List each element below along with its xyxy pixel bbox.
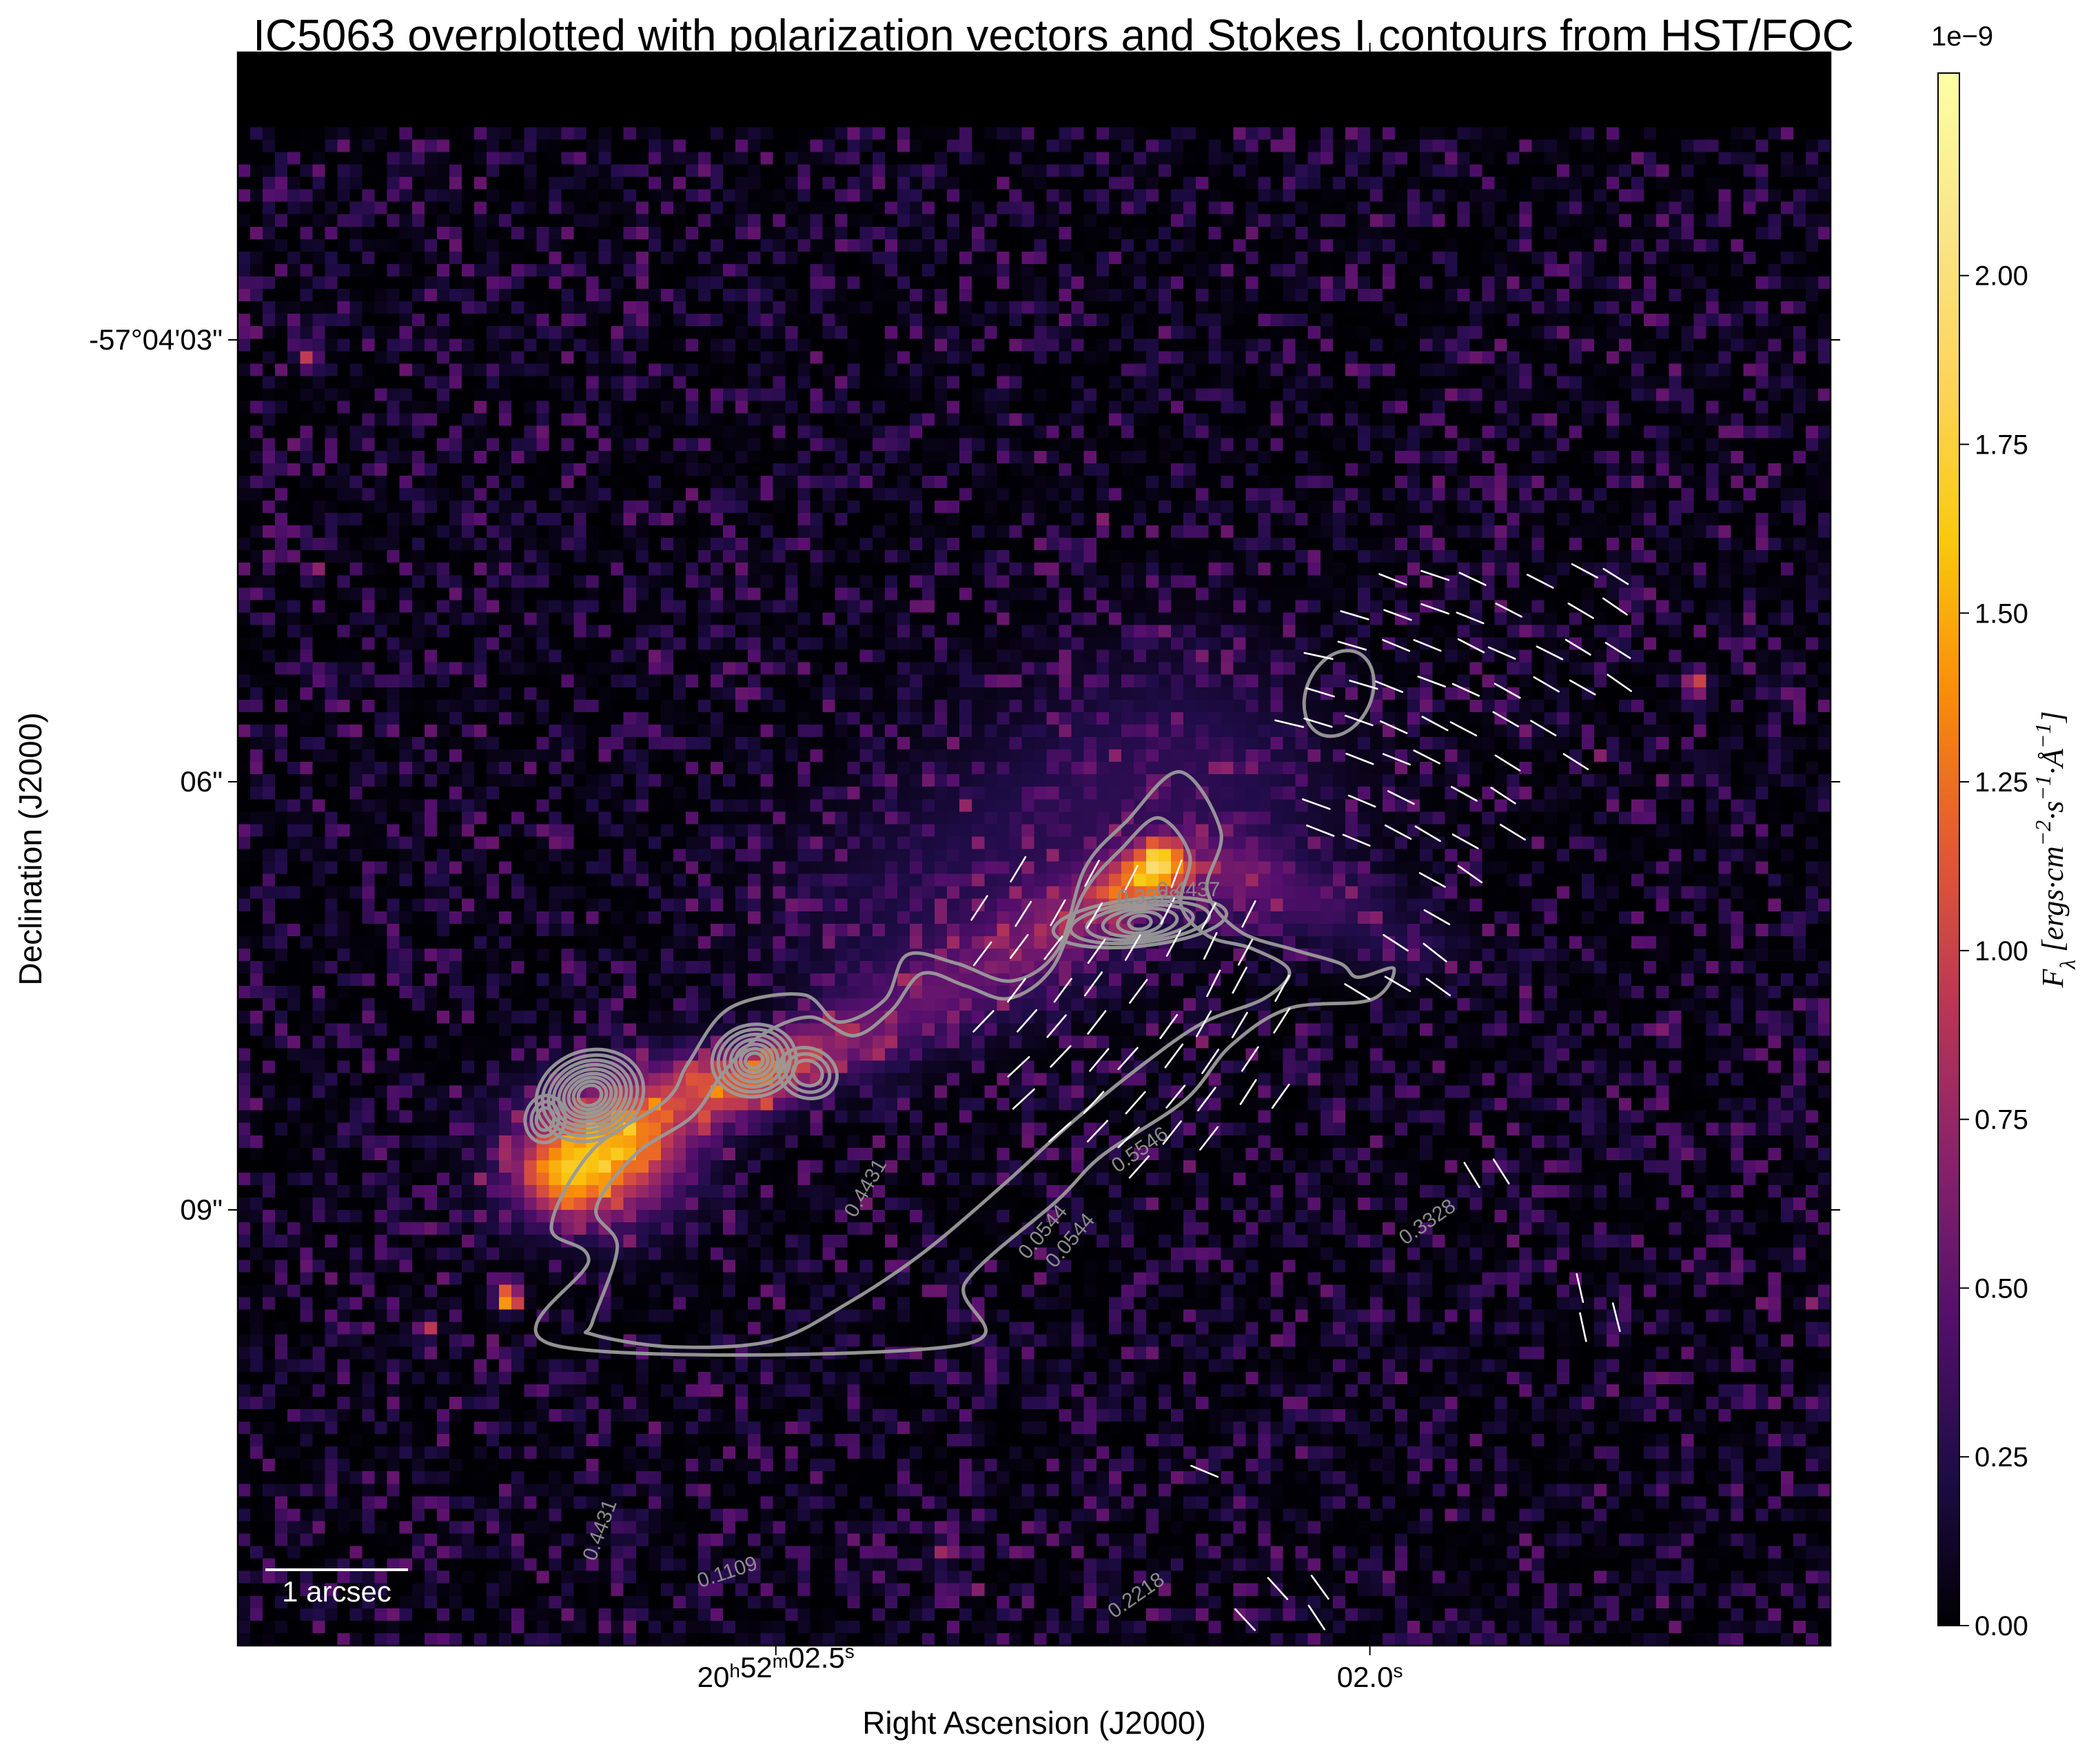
svg-text:1.25: 1.25 bbox=[1975, 767, 2028, 798]
svg-text:0.1109: 0.1109 bbox=[695, 1552, 760, 1593]
svg-text:0.00: 0.00 bbox=[1975, 1611, 2028, 1641]
svg-text:0.25: 0.25 bbox=[1975, 1442, 2028, 1473]
svg-text:0.75: 0.75 bbox=[1975, 1105, 2028, 1135]
svg-text:1.50: 1.50 bbox=[1975, 598, 2028, 629]
svg-text:0.2218: 0.2218 bbox=[1103, 1568, 1168, 1623]
svg-text:Fλ [ergs·cm−2·s−1·Å−1]: Fλ [ergs·cm−2·s−1·Å−1] bbox=[2030, 711, 2080, 988]
svg-text:Declination (J2000): Declination (J2000) bbox=[12, 712, 48, 985]
svg-text:1 arcsec: 1 arcsec bbox=[282, 1575, 391, 1608]
svg-text:0.4431: 0.4431 bbox=[578, 1497, 621, 1564]
svg-text:0.3328: 0.3328 bbox=[1395, 1195, 1460, 1250]
svg-text:02.0s: 02.0s bbox=[1337, 1660, 1403, 1693]
svg-text:0.4431: 0.4431 bbox=[840, 1155, 891, 1221]
svg-text:-57°04'03": -57°04'03" bbox=[89, 323, 223, 356]
svg-text:09": 09" bbox=[180, 1193, 223, 1226]
svg-text:0.50: 0.50 bbox=[1975, 1273, 2028, 1304]
svg-text:1.75: 1.75 bbox=[1975, 430, 2028, 461]
svg-text:0.4437: 0.4437 bbox=[1156, 878, 1220, 901]
svg-text:Right Ascension (J2000): Right Ascension (J2000) bbox=[862, 1705, 1206, 1741]
svg-text:2.00: 2.00 bbox=[1975, 261, 2028, 292]
svg-text:1.00: 1.00 bbox=[1975, 936, 2028, 967]
svg-text:06": 06" bbox=[180, 765, 223, 798]
